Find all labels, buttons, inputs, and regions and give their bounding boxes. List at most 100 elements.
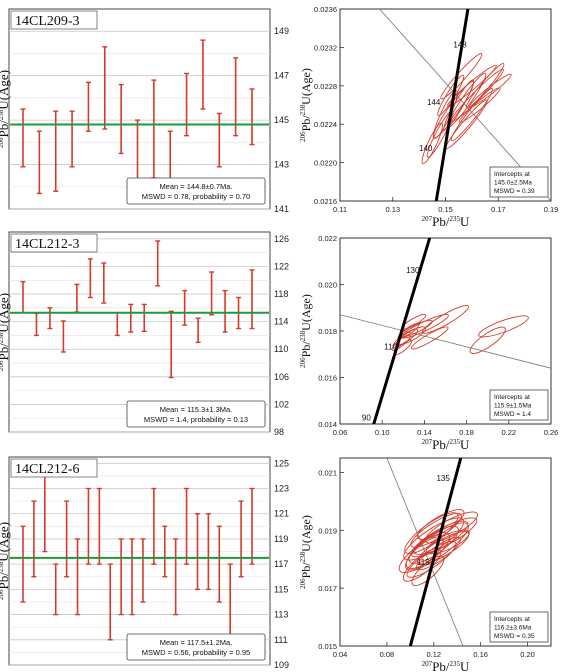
error-bar [151, 487, 157, 565]
concordia-curve [408, 458, 463, 646]
intercept-legend-line: Intercepts at [494, 394, 530, 401]
x-label-u-sym: U [460, 659, 470, 672]
x-tick-label: 0.19 [544, 205, 559, 214]
intercept-legend-box [489, 611, 549, 643]
age-tick-label: 130 [406, 266, 420, 275]
y-label-age: U(Age) [0, 293, 11, 333]
y-tick-label: 147 [274, 71, 289, 81]
y-label-age: U(Age) [0, 70, 11, 110]
y-label-pb-sym: Pb/ [0, 120, 11, 138]
error-bar [216, 112, 222, 168]
x-label-pb: 207 [422, 438, 433, 446]
y-axis-label: 206Pb/238U(Age) [0, 70, 11, 148]
y-tick-label: 102 [274, 399, 289, 409]
y-tick-label: 114 [274, 317, 288, 327]
y-label-pb: 206 [299, 357, 307, 368]
y-label-u: 238 [0, 109, 5, 120]
x-tick-label: 0.17 [491, 205, 506, 214]
error-ellipse [424, 511, 478, 544]
x-label-pb: 207 [422, 660, 433, 668]
y-label-u: 238 [0, 561, 5, 572]
y-label-pb: 206 [0, 360, 5, 371]
y-tick-label: 126 [274, 234, 289, 244]
error-bar [85, 81, 91, 132]
y-tick-label: 113 [274, 610, 288, 620]
intercept-legend-line: 115.9±1.5Ma [494, 403, 532, 410]
error-bar [249, 88, 255, 146]
x-label-pb-sym: Pb/ [432, 437, 450, 452]
mean-age-text: Mean = 144.8±0.7Ma. [159, 182, 232, 191]
concordia-data-area: 130 110 90 [340, 238, 551, 424]
error-bar [85, 487, 91, 565]
error-bar [238, 500, 244, 578]
concordia-curve [434, 9, 470, 201]
mean-age-text: Mean = 115.3±1.3Ma. [160, 405, 233, 414]
y-tick-label: 0.0232 [314, 43, 337, 52]
sample-title-box [10, 233, 98, 253]
x-tick-label: 0.16 [473, 650, 488, 659]
y-tick-label: 111 [274, 635, 288, 645]
error-bar [162, 525, 168, 578]
x-label-u-sym: U [460, 214, 470, 229]
stats-legend-box [126, 177, 266, 205]
y-tick-label: 117 [274, 559, 288, 569]
y-label-pb-sym: Pb/ [0, 572, 11, 590]
x-label-u: 235 [449, 438, 460, 446]
y-tick-label: 0.016 [318, 374, 337, 383]
sample-title: 14CL212-3 [15, 237, 80, 252]
y-label-pb: 206 [299, 131, 307, 142]
y-tick-label: 0.022 [318, 234, 337, 243]
error-ellipse [410, 326, 449, 350]
y-tick-label: 123 [274, 484, 289, 494]
error-bar [36, 130, 42, 195]
intercept-legend-box [489, 389, 549, 421]
error-bar [128, 303, 134, 333]
y-tick-label: 0.017 [318, 584, 337, 593]
intercept-legend-line: Intercepts at [494, 171, 530, 178]
y-tick-label: 0.0228 [314, 82, 337, 91]
stats-legend-box [126, 633, 266, 661]
y-axis-label: 206Pb/238U(Age) [299, 68, 313, 142]
sample-title: 14CL212-6 [15, 462, 80, 477]
error-bar [20, 525, 26, 603]
error-bar [31, 500, 37, 578]
x-tick-label: 0.06 [333, 428, 348, 437]
y-label-age: U(Age) [299, 68, 313, 105]
y-label-age: U(Age) [0, 522, 11, 562]
intercept-legend-line: MSWD = 0.35 [494, 633, 535, 640]
y-label-u: 238 [299, 330, 307, 341]
mswd-text: MSWD = 0.78, probability = 0.70 [142, 192, 250, 201]
error-bar [107, 563, 113, 641]
x-tick-label: 0.12 [426, 650, 441, 659]
error-bar [87, 258, 93, 299]
y-tick-label: 121 [274, 509, 289, 519]
y-label-pb-sym: Pb/ [299, 341, 313, 358]
error-bar [209, 271, 215, 316]
y-label-u: 238 [299, 551, 307, 562]
concordia-curve [372, 238, 432, 424]
y-label-pb: 206 [299, 578, 307, 589]
error-bar [249, 487, 255, 565]
error-bar [195, 317, 201, 344]
x-axis-label: 207Pb/235U [422, 214, 470, 229]
y-tick-label: 0.015 [318, 642, 337, 651]
y-tick-label: 0.0224 [314, 120, 337, 129]
age-tick-label: 135 [436, 474, 450, 483]
error-ellipse [421, 122, 443, 165]
x-label-pb-sym: Pb/ [432, 659, 450, 672]
x-label-u: 235 [449, 215, 460, 223]
concordia-data-area: 148 144 140 [379, 9, 551, 201]
error-ellipse [416, 536, 461, 571]
age-tick-label: 148 [453, 40, 467, 49]
y-tick-label: 125 [274, 458, 289, 468]
y-tick-label: 0.0236 [314, 5, 337, 14]
error-bar [53, 563, 59, 616]
error-ellipse [422, 305, 469, 334]
y-label-u: 238 [299, 104, 307, 115]
error-ellipse [402, 548, 442, 582]
error-bar [101, 262, 107, 304]
error-ellipse [417, 509, 465, 540]
discordia-line [386, 458, 464, 646]
error-ellipse [450, 88, 493, 142]
age-plot-frame [8, 8, 271, 210]
